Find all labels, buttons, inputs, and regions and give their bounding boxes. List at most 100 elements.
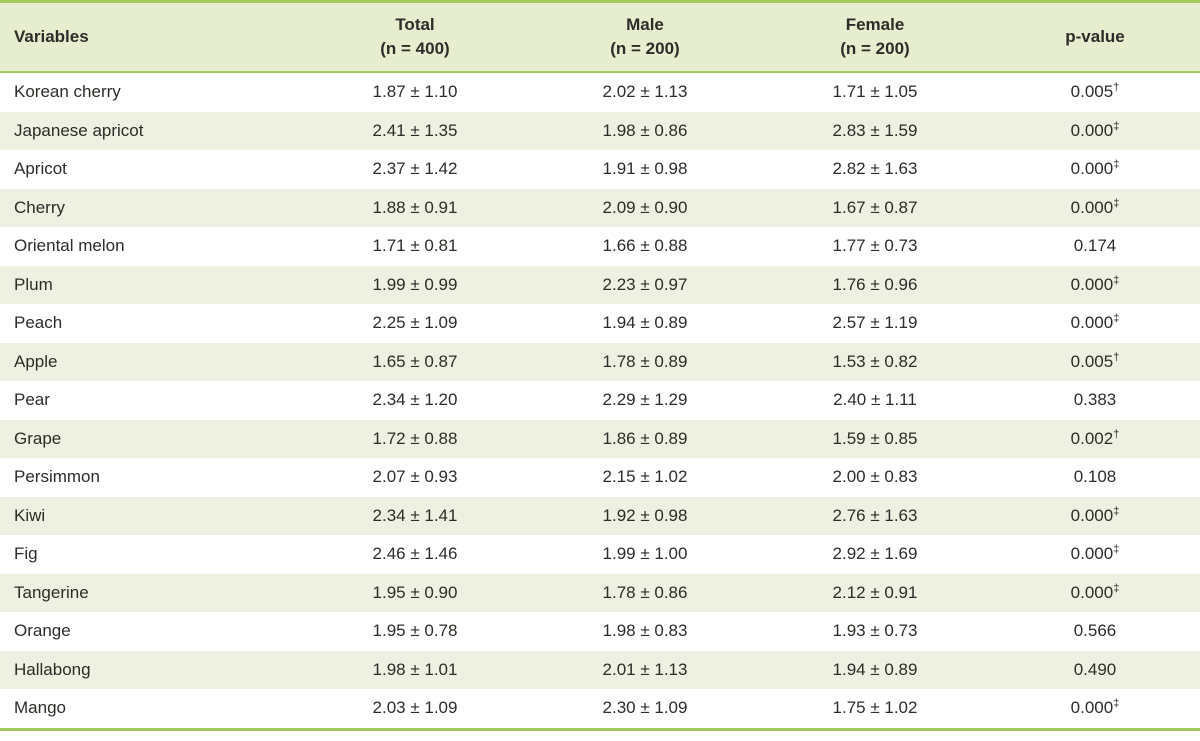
female-value-cell: 1.67 ± 0.87: [832, 197, 918, 217]
pvalue-cell: 0.000‡: [1070, 505, 1120, 525]
total-value-cell: 2.41 ± 1.35: [372, 120, 458, 140]
column-header-male: Male (n = 200): [530, 1, 760, 73]
female-value-cell: 2.76 ± 1.63: [832, 505, 918, 525]
female-value-cell: 2.82 ± 1.63: [832, 159, 918, 179]
variable-name-cell: Orange: [14, 621, 71, 641]
variable-name-cell: Kiwi: [14, 505, 46, 525]
total-value-cell: 2.37 ± 1.42: [372, 159, 458, 179]
header-row: Variables Total (n = 400) Male (n = 200)…: [0, 1, 1200, 73]
column-header-total-line1: Total: [395, 15, 435, 34]
pvalue-cell: 0.000‡: [1070, 543, 1120, 564]
variable-name-cell: Fig: [14, 544, 38, 564]
variable-name-cell: Korean cherry: [14, 82, 121, 102]
male-value-cell: 1.98 ± 0.86: [602, 120, 688, 140]
female-value-cell: 1.94 ± 0.89: [832, 659, 918, 679]
total-value-cell: 1.98 ± 1.01: [372, 659, 458, 679]
variable-name-cell: Grape: [14, 428, 62, 448]
table-row: Oriental melon 1.71 ± 0.81 1.66 ± 0.88 1…: [0, 227, 1200, 266]
column-header-male-line1: Male: [626, 15, 664, 34]
male-value-cell: 2.01 ± 1.13: [602, 659, 688, 679]
variable-name-cell: Apricot: [14, 159, 67, 179]
total-value-cell: 1.71 ± 0.81: [372, 236, 458, 256]
significance-marker: ‡: [1113, 582, 1120, 595]
female-value-cell: 1.75 ± 1.02: [832, 698, 918, 718]
male-value-cell: 2.23 ± 0.97: [602, 274, 688, 294]
male-value-cell: 2.09 ± 0.90: [602, 197, 688, 217]
variable-name-cell: Mango: [14, 698, 66, 718]
pvalue-cell: 0.002†: [1070, 428, 1120, 448]
column-header-male-line2: (n = 200): [610, 39, 680, 58]
male-value-cell: 1.99 ± 1.00: [602, 544, 688, 564]
male-value-cell: 2.02 ± 1.13: [602, 82, 688, 102]
significance-marker: ‡: [1113, 505, 1120, 518]
female-value-cell: 2.57 ± 1.19: [832, 313, 918, 333]
table-row: Apricot 2.37 ± 1.42 1.91 ± 0.98 2.82 ± 1…: [0, 150, 1200, 189]
column-header-total: Total (n = 400): [300, 1, 530, 73]
total-value-cell: 1.95 ± 0.90: [372, 582, 458, 602]
table-row: Grape 1.72 ± 0.88 1.86 ± 0.89 1.59 ± 0.8…: [0, 419, 1200, 458]
pvalue-cell: 0.383: [1073, 390, 1117, 410]
male-value-cell: 2.29 ± 1.29: [602, 390, 688, 410]
table-row: Kiwi 2.34 ± 1.41 1.92 ± 0.98 2.76 ± 1.63…: [0, 496, 1200, 535]
variable-name-cell: Hallabong: [14, 659, 91, 679]
variable-name-cell: Cherry: [14, 197, 66, 217]
female-value-cell: 1.93 ± 0.73: [832, 621, 918, 641]
female-value-cell: 2.92 ± 1.69: [832, 544, 918, 564]
variable-name-cell: Japanese apricot: [14, 120, 144, 140]
male-value-cell: 1.86 ± 0.89: [602, 428, 688, 448]
variable-name-cell: Persimmon: [14, 467, 100, 487]
pvalue-cell: 0.000‡: [1070, 158, 1120, 179]
table-row: Plum 1.99 ± 0.99 2.23 ± 0.97 1.76 ± 0.96…: [0, 265, 1200, 304]
total-value-cell: 2.03 ± 1.09: [372, 698, 458, 718]
significance-marker: ‡: [1113, 120, 1120, 133]
table-row: Orange 1.95 ± 0.78 1.98 ± 0.83 1.93 ± 0.…: [0, 612, 1200, 651]
male-value-cell: 2.30 ± 1.09: [602, 698, 688, 718]
female-value-cell: 1.76 ± 0.96: [832, 274, 918, 294]
pvalue-cell: 0.000‡: [1070, 312, 1120, 333]
total-value-cell: 2.34 ± 1.41: [372, 505, 458, 525]
pvalue-cell: 0.005†: [1070, 81, 1120, 102]
total-value-cell: 1.87 ± 1.10: [372, 82, 458, 102]
table-body: Korean cherry 1.87 ± 1.10 2.02 ± 1.13 1.…: [0, 72, 1200, 729]
total-value-cell: 1.88 ± 0.91: [372, 197, 458, 217]
column-header-female: Female (n = 200): [760, 1, 990, 73]
significance-marker: †: [1113, 428, 1120, 441]
total-value-cell: 1.95 ± 0.78: [372, 621, 458, 641]
total-value-cell: 2.07 ± 0.93: [372, 467, 458, 487]
significance-marker: ‡: [1113, 197, 1120, 210]
pvalue-cell: 0.566: [1073, 621, 1117, 641]
pvalue-cell: 0.005†: [1070, 351, 1120, 371]
pvalue-cell: 0.000‡: [1070, 697, 1120, 718]
pvalue-cell: 0.000‡: [1070, 120, 1120, 140]
female-value-cell: 1.53 ± 0.82: [832, 351, 918, 371]
table-row: Peach 2.25 ± 1.09 1.94 ± 0.89 2.57 ± 1.1…: [0, 304, 1200, 343]
total-value-cell: 1.65 ± 0.87: [372, 351, 458, 371]
significance-marker: †: [1113, 81, 1120, 94]
variable-name-cell: Peach: [14, 313, 63, 333]
pvalue-cell: 0.000‡: [1070, 274, 1120, 294]
significance-marker: ‡: [1113, 312, 1120, 325]
significance-marker: ‡: [1113, 697, 1120, 710]
total-value-cell: 1.72 ± 0.88: [372, 428, 458, 448]
significance-marker: ‡: [1113, 158, 1120, 171]
total-value-cell: 2.25 ± 1.09: [372, 313, 458, 333]
variable-name-cell: Oriental melon: [14, 236, 125, 256]
total-value-cell: 2.46 ± 1.46: [372, 544, 458, 564]
male-value-cell: 1.98 ± 0.83: [602, 621, 688, 641]
female-value-cell: 2.83 ± 1.59: [832, 120, 918, 140]
table-row: Hallabong 1.98 ± 1.01 2.01 ± 1.13 1.94 ±…: [0, 650, 1200, 689]
column-header-total-line2: (n = 400): [380, 39, 450, 58]
column-header-female-line1: Female: [845, 15, 905, 34]
male-value-cell: 2.15 ± 1.02: [602, 467, 688, 487]
column-header-female-line2: (n = 200): [840, 39, 910, 58]
pvalue-cell: 0.000‡: [1070, 582, 1120, 602]
table-row: Korean cherry 1.87 ± 1.10 2.02 ± 1.13 1.…: [0, 72, 1200, 112]
table-row: Cherry 1.88 ± 0.91 2.09 ± 0.90 1.67 ± 0.…: [0, 188, 1200, 227]
male-value-cell: 1.92 ± 0.98: [602, 505, 688, 525]
variable-name-cell: Plum: [14, 274, 53, 294]
significance-marker: ‡: [1113, 274, 1120, 287]
total-value-cell: 1.99 ± 0.99: [372, 274, 458, 294]
column-header-variables: Variables: [0, 1, 300, 73]
table-row: Apple 1.65 ± 0.87 1.78 ± 0.89 1.53 ± 0.8…: [0, 342, 1200, 381]
